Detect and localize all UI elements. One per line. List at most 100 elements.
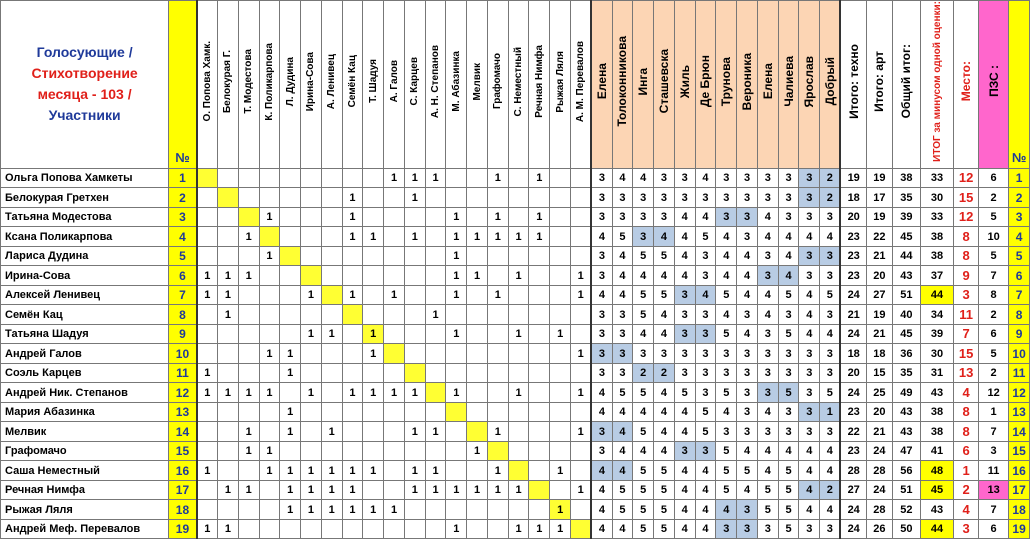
score-cell: 5 [632, 304, 655, 325]
vote-cell [549, 245, 572, 267]
score-cell: 3 [777, 304, 800, 325]
total-minus: 41 [919, 440, 955, 462]
vote-cell [362, 206, 385, 228]
vote-cell [507, 187, 530, 208]
score-cell: 3 [632, 343, 655, 364]
total-general: 56 [891, 460, 921, 481]
vote-cell [195, 226, 218, 247]
score-cell: 4 [611, 284, 634, 306]
score-cell: 3 [694, 245, 717, 267]
score-cell: 3 [798, 362, 821, 384]
vote-cell: 1 [195, 518, 218, 539]
total-techno: 24 [839, 323, 867, 345]
participant-number: 1 [168, 167, 198, 189]
vote-cell: 1 [217, 382, 239, 403]
score-cell: 3 [819, 343, 841, 364]
score-cell: 3 [756, 323, 779, 345]
score-cell: 4 [611, 265, 634, 286]
total-num2: 19 [1008, 518, 1030, 539]
vote-cell [362, 245, 385, 267]
total-place: 12 [953, 167, 980, 189]
vote-cell: 1 [528, 226, 551, 247]
score-cell: 4 [590, 226, 613, 247]
vote-cell [424, 401, 447, 423]
vote-cell: 1 [341, 499, 364, 520]
participant-number: 5 [168, 245, 198, 267]
vote-cell [549, 479, 572, 501]
score-cell: 4 [798, 226, 821, 247]
title-line3: месяца - 103 / [37, 86, 132, 103]
participant-name: Андрей Меф. Перевалов [0, 518, 170, 539]
total-minus: 43 [919, 382, 955, 403]
score-cell: 4 [756, 226, 779, 247]
vote-cell [403, 401, 426, 423]
total-general: 43 [891, 421, 921, 442]
table-row: Ирина-Сова 6 1 1 1 1 1 1 1 3 4 4 4 4 3 4 4 3 4 3 3 23 20 43 37 9 7… [0, 265, 1030, 286]
score-cell: 3 [694, 343, 717, 364]
score-cell: 4 [756, 304, 779, 325]
participant-name: Семён Кац [0, 304, 170, 325]
vote-cell [341, 323, 364, 345]
score-cell: 4 [798, 323, 821, 345]
vote-cell: 1 [341, 226, 364, 247]
vote-cell [549, 440, 572, 462]
vote-cell [195, 245, 218, 267]
score-cell: 4 [673, 460, 696, 481]
score-cell: 4 [673, 421, 696, 442]
judge-header: Жиль [673, 0, 696, 169]
vote-cell [570, 206, 592, 228]
score-cell: 4 [756, 284, 779, 306]
score-cell: 4 [715, 401, 738, 423]
vote-cell [445, 421, 468, 442]
vote-cell [362, 440, 385, 462]
total-techno: 23 [839, 401, 867, 423]
self-vote-cell [279, 245, 302, 267]
vote-cell [549, 382, 572, 403]
score-cell: 4 [777, 440, 800, 462]
voter-header: О. Попова Хамк. [195, 0, 218, 169]
score-cell: 4 [694, 499, 717, 520]
vote-cell: 1 [258, 460, 281, 481]
score-cell: 4 [673, 479, 696, 501]
vote-cell: 1 [466, 226, 488, 247]
participant-number: 8 [168, 304, 198, 325]
total-place: 3 [953, 284, 980, 306]
total-pzs: 2 [978, 362, 1010, 384]
total-place: 15 [953, 343, 980, 364]
vote-cell: 1 [507, 265, 530, 286]
vote-cell: 1 [300, 460, 322, 481]
total-art: 18 [865, 343, 893, 364]
vote-cell [466, 499, 488, 520]
score-cell: 3 [715, 362, 738, 384]
participant-number: 9 [168, 323, 198, 345]
participant-number: 19 [168, 518, 198, 539]
vote-cell [237, 323, 260, 345]
vote-cell [403, 245, 426, 267]
score-cell: 2 [819, 167, 841, 189]
vote-cell: 1 [279, 499, 302, 520]
voter-header: А. Ленивец [320, 0, 343, 169]
participant-name: Саша Неместный [0, 460, 170, 481]
score-cell: 4 [590, 499, 613, 520]
vote-cell [486, 304, 509, 325]
self-vote-cell [528, 479, 551, 501]
vote-cell [403, 265, 426, 286]
score-cell: 3 [611, 323, 634, 345]
score-cell: 3 [611, 343, 634, 364]
vote-cell [320, 206, 343, 228]
score-cell: 3 [590, 167, 613, 189]
vote-cell [445, 440, 468, 462]
score-cell: 3 [590, 343, 613, 364]
vote-cell: 1 [403, 421, 426, 442]
vote-cell: 1 [570, 479, 592, 501]
score-cell: 3 [736, 226, 758, 247]
vote-cell [217, 499, 239, 520]
vote-cell: 1 [445, 382, 468, 403]
judge-header: Чалиева [777, 0, 800, 169]
vote-cell [507, 362, 530, 384]
total-minus: 44 [919, 518, 955, 539]
vote-cell [341, 518, 364, 539]
score-cell: 4 [694, 167, 717, 189]
vote-cell: 1 [507, 226, 530, 247]
score-cell: 4 [673, 206, 696, 228]
